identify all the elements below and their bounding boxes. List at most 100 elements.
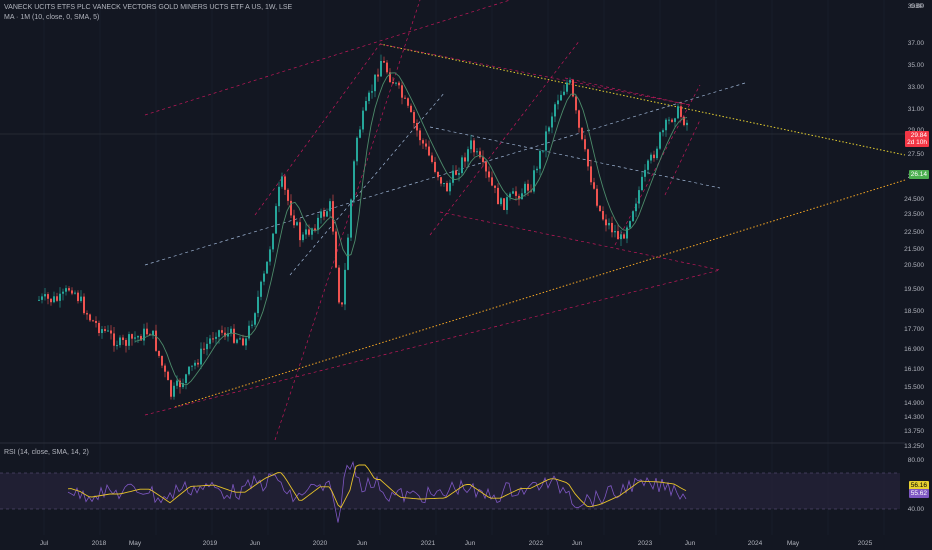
candle-body	[158, 350, 160, 356]
candle-body	[371, 91, 373, 93]
trendline-orange-ascending[interactable]	[174, 179, 906, 408]
candle-body	[443, 182, 445, 184]
candle-body	[281, 176, 283, 187]
rsi-ma-line	[67, 464, 687, 509]
time-axis-label: Jun	[571, 540, 583, 547]
candle-body	[653, 154, 655, 159]
candle-body	[404, 97, 406, 99]
candle-body	[122, 337, 124, 341]
candle-body	[377, 74, 379, 77]
candle-body	[425, 143, 427, 147]
price-axis-label: 13.250	[904, 443, 924, 450]
channel-red-outer-bottom[interactable]	[144, 269, 721, 416]
price-axis-label: 29.00	[908, 127, 924, 134]
candle-body	[53, 296, 55, 303]
candle-body	[248, 325, 250, 339]
candle-body	[650, 154, 652, 161]
candle-body	[206, 343, 208, 350]
candle-body	[548, 127, 550, 132]
channel-red-steep-1[interactable]	[274, 0, 421, 441]
candle-body	[662, 130, 664, 133]
candle-body	[125, 340, 127, 346]
price-axis-label: 20.500	[904, 262, 924, 269]
candle-body	[434, 161, 436, 172]
candle-body	[356, 137, 358, 162]
channel-red-steep-3[interactable]	[429, 39, 581, 236]
candle-body	[293, 215, 295, 226]
candle-body	[572, 80, 574, 97]
last-price-value: 29.84	[910, 132, 927, 139]
drawings[interactable]	[144, 0, 906, 441]
candle-body	[674, 118, 676, 122]
channel-red-2022-top[interactable]	[564, 77, 691, 106]
candle-body	[671, 119, 673, 122]
trendline-blue-long[interactable]	[144, 82, 746, 266]
rsi-band	[0, 473, 900, 509]
channel-red-2023-b[interactable]	[664, 119, 701, 196]
candle-body	[497, 187, 499, 205]
channel-red-steep-2[interactable]	[254, 43, 381, 216]
candle-body	[512, 191, 514, 194]
candle-body	[311, 228, 313, 235]
candle-body	[155, 330, 157, 351]
price-axis-label: 27.50	[907, 151, 924, 158]
candle-body	[254, 313, 256, 325]
candle-body	[83, 296, 85, 314]
price-axis-label: 16.100	[904, 366, 924, 373]
price-axis-label: 19.500	[904, 286, 924, 293]
candle-body	[677, 106, 679, 119]
chart-title[interactable]: VANECK UCITS ETFS PLC VANECK VECTORS GOL…	[4, 4, 293, 11]
candle-body	[119, 337, 121, 346]
candle-body	[635, 203, 637, 212]
candle-body	[533, 170, 535, 192]
candle-body	[47, 294, 49, 299]
candle-body	[605, 219, 607, 226]
trendline-blue-steep[interactable]	[289, 91, 446, 276]
candle-body	[215, 336, 217, 339]
candle-body	[176, 380, 178, 386]
candle-body	[398, 82, 400, 86]
channel-red-2023-a[interactable]	[614, 84, 701, 246]
candle-body	[338, 267, 340, 303]
candle-body	[116, 345, 118, 347]
candle-body	[353, 161, 355, 200]
candle-body	[431, 155, 433, 162]
candle-body	[509, 193, 511, 198]
candle-body	[668, 119, 670, 121]
channel-red-mid-low[interactable]	[439, 211, 721, 271]
candle-body	[101, 329, 103, 334]
channel-red-outer-top[interactable]	[144, 0, 511, 116]
price-candles[interactable]	[38, 54, 688, 400]
candle-body	[80, 296, 82, 302]
rsi-legend[interactable]: RSI (14, close, SMA, 14, 2)	[4, 449, 89, 456]
price-axis-label: 21.500	[904, 246, 924, 253]
candle-body	[614, 231, 616, 233]
candle-body	[491, 177, 493, 186]
candle-body	[620, 234, 622, 240]
trendline-yellow-descending[interactable]	[379, 43, 906, 156]
time-axis-label: Jun	[464, 540, 476, 547]
time-axis-label: 2020	[312, 540, 328, 547]
candle-body	[665, 119, 667, 131]
price-axis-label: 22.500	[904, 229, 924, 236]
candle-body	[113, 333, 115, 346]
candle-body	[413, 112, 415, 124]
candle-body	[563, 91, 565, 95]
candle-body	[584, 139, 586, 150]
candle-body	[587, 149, 589, 167]
channel-red-mid-top[interactable]	[379, 43, 691, 106]
candle-body	[278, 186, 280, 207]
candle-body	[275, 206, 277, 234]
candle-body	[494, 185, 496, 188]
trendline-blue-descending[interactable]	[429, 126, 721, 189]
price-axis-label: 24.500	[904, 196, 924, 203]
candle-body	[263, 273, 265, 282]
ma-legend[interactable]: MA · 1M (10, close, 0, SMA, 5)	[4, 14, 100, 21]
candle-body	[542, 150, 544, 152]
time-axis-label: Jun	[684, 540, 696, 547]
candle-body	[335, 231, 337, 268]
price-axis-label: 18.500	[904, 308, 924, 315]
candle-body	[131, 334, 133, 339]
candle-body	[401, 85, 403, 98]
